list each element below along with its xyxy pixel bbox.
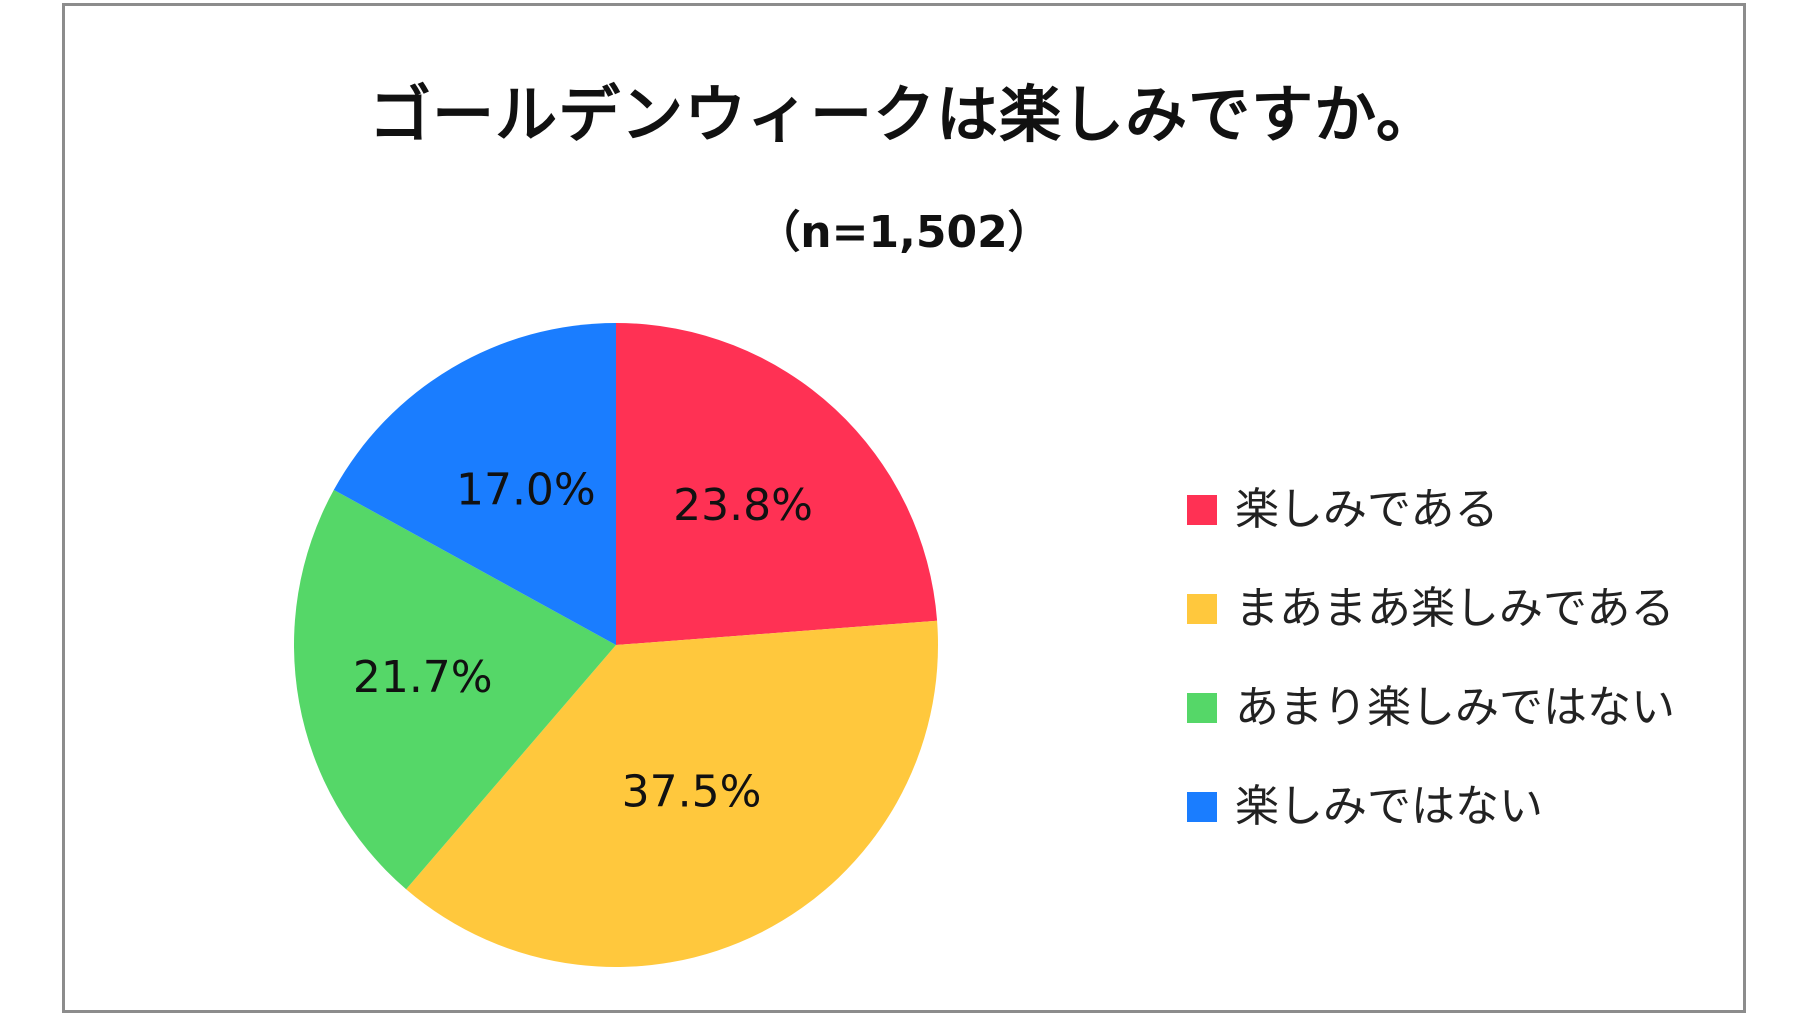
chart-title: ゴールデンウィークは楽しみですか。 <box>369 78 1439 151</box>
pie-slice-label-4: 17.0% <box>456 465 596 516</box>
legend-swatch <box>1187 593 1217 624</box>
legend-swatch <box>1187 791 1217 822</box>
pie-slice-2 <box>406 620 939 967</box>
pie-slice-3 <box>294 489 616 890</box>
chart-subtitle: （n=1,502） <box>756 207 1052 258</box>
legend-item-2: まあまあ楽しみである <box>1187 554 1675 653</box>
chart-legend: 楽しみであるまあまあ楽しみである あまり楽しみではない 楽しみではない <box>1187 455 1675 851</box>
legend-label: 楽しみである <box>1235 483 1499 535</box>
pie-slice-label-2: 37.5% <box>622 766 762 817</box>
pie-slice-4 <box>333 323 616 645</box>
pie-slice-1 <box>616 323 938 645</box>
legend-swatch <box>1187 494 1217 525</box>
pie-slice-label-3: 21.7% <box>353 652 493 703</box>
legend-label: あまり楽しみではない <box>1235 681 1675 733</box>
pie-slice-label-1: 23.8% <box>673 480 813 531</box>
legend-label: まあまあ楽しみである <box>1235 582 1675 634</box>
legend-item-1: 楽しみである <box>1187 455 1675 554</box>
legend-swatch <box>1187 692 1217 723</box>
legend-label: 楽しみではない <box>1235 780 1543 832</box>
legend-item-3: あまり楽しみではない <box>1187 653 1675 752</box>
legend-item-4: 楽しみではない <box>1187 752 1675 851</box>
